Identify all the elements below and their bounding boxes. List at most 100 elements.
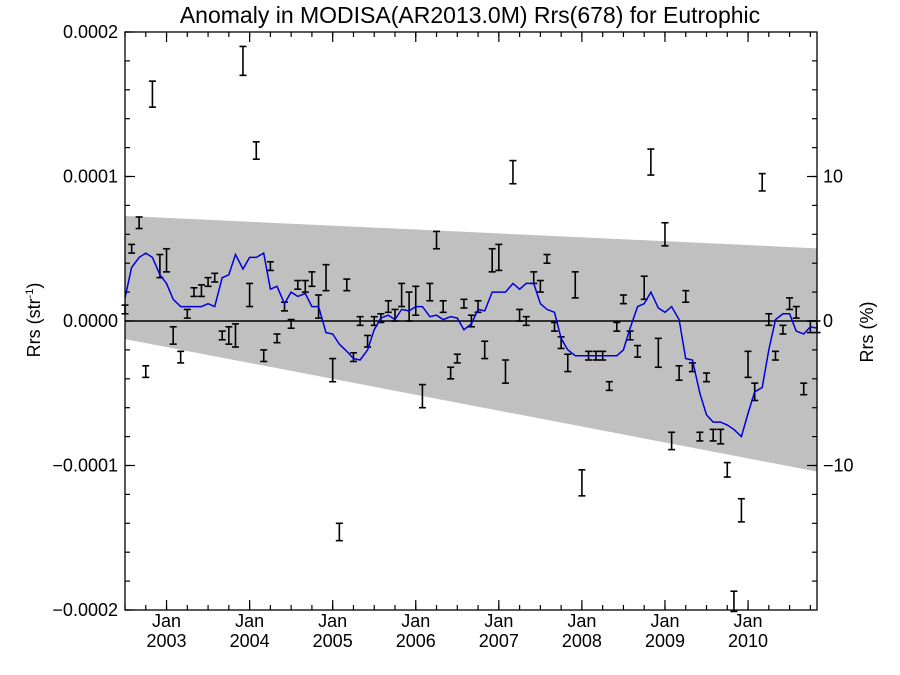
- error-bar: [287, 318, 295, 330]
- error-bar: [426, 282, 434, 302]
- anomaly-error-bars: [121, 45, 821, 613]
- error-bar: [148, 80, 156, 108]
- error-bar: [709, 428, 717, 442]
- error-bar: [301, 279, 309, 293]
- error-bar: [675, 364, 683, 382]
- error-bar: [723, 461, 731, 478]
- error-bar: [177, 350, 185, 364]
- smoothed-anomaly-line: [124, 251, 818, 439]
- error-bar: [439, 299, 447, 314]
- error-bar: [343, 278, 351, 292]
- error-bar: [647, 148, 655, 176]
- error-bar: [183, 308, 191, 319]
- error-bar: [717, 428, 725, 445]
- y-tick-label-right: 10: [823, 167, 843, 187]
- error-bar: [308, 271, 316, 288]
- error-bar: [481, 340, 489, 360]
- error-bar: [447, 366, 455, 380]
- error-bar: [356, 315, 364, 327]
- error-bar: [654, 337, 662, 369]
- axis-ticks: 0.0002 0.0001 0.0000 −0.0001 −0.0002 10 0 −10 Ja…: [52, 22, 853, 651]
- x-tick-label-month: Jan: [152, 611, 181, 631]
- error-bar: [163, 247, 171, 273]
- y-tick-label-left: −0.0002: [52, 600, 118, 620]
- error-bar: [696, 431, 704, 442]
- error-bar: [231, 323, 239, 348]
- error-bar: [294, 279, 302, 291]
- error-bar: [266, 260, 274, 272]
- error-bar: [225, 325, 233, 345]
- y-axis-label-right: Rrs (%): [857, 302, 877, 363]
- error-bar: [252, 141, 260, 160]
- error-bar: [792, 305, 800, 319]
- y-axis-label-left: Rrs (str-1): [24, 283, 44, 358]
- chart-title: Anomaly in MODISA(AR2013.0M) Rrs(678) fo…: [180, 2, 760, 28]
- error-bar: [730, 590, 738, 613]
- y-tick-label-left: 0.0001: [63, 167, 118, 187]
- y-tick-label-right: −10: [823, 456, 854, 476]
- error-bar: [135, 216, 143, 230]
- x-tick-label-year: 2003: [147, 631, 187, 651]
- error-bar: [169, 325, 177, 345]
- x-tick-label-year: 2007: [479, 631, 519, 651]
- x-tick-label-year: 2008: [562, 631, 602, 651]
- error-bar: [211, 272, 219, 283]
- y-tick-label-left: 0.0002: [63, 22, 118, 42]
- error-bar: [682, 289, 690, 304]
- x-tick-label-year: 2005: [313, 631, 353, 651]
- y-axis-label-left-tail: ): [24, 283, 44, 289]
- x-tick-label-month: Jan: [235, 611, 264, 631]
- error-bar: [536, 279, 544, 293]
- error-bar: [578, 469, 586, 497]
- error-bar: [322, 263, 330, 292]
- error-bar: [619, 294, 627, 305]
- error-bar: [453, 353, 461, 364]
- error-bar: [516, 308, 524, 322]
- error-bar: [349, 351, 357, 363]
- x-tick-label-year: 2009: [645, 631, 685, 651]
- error-bar: [800, 382, 808, 396]
- error-bar: [335, 522, 343, 542]
- error-bar: [522, 315, 530, 327]
- error-bar: [626, 330, 634, 341]
- x-tick-label-year: 2004: [230, 631, 270, 651]
- error-bar: [613, 321, 621, 332]
- x-tick-label-month: Jan: [567, 611, 596, 631]
- error-bar: [398, 282, 406, 308]
- error-bar: [779, 324, 787, 335]
- y-tick-label-right: 0: [823, 311, 833, 331]
- error-bar: [329, 357, 337, 383]
- error-bar: [509, 159, 517, 185]
- error-bar: [412, 285, 420, 317]
- error-bar: [467, 314, 475, 328]
- x-tick-label-month: Jan: [734, 611, 763, 631]
- error-bar: [197, 284, 205, 298]
- error-bar: [364, 334, 372, 348]
- error-bar: [142, 364, 150, 379]
- error-bar: [758, 172, 766, 192]
- y-tick-label-left: −0.0001: [52, 456, 118, 476]
- x-tick-label-month: Jan: [650, 611, 679, 631]
- x-tick-label-year: 2010: [728, 631, 768, 651]
- error-bar: [405, 291, 413, 322]
- error-bar: [204, 276, 212, 288]
- error-bar: [744, 350, 752, 379]
- error-bar: [703, 372, 711, 383]
- error-bar: [771, 350, 779, 361]
- error-bar: [661, 221, 669, 247]
- error-bar: [495, 243, 503, 272]
- error-bar: [190, 286, 198, 298]
- error-bar: [260, 349, 268, 363]
- error-bar: [246, 282, 254, 308]
- error-bar: [128, 243, 136, 254]
- x-tick-label-month: Jan: [318, 611, 347, 631]
- error-bar: [239, 45, 247, 77]
- y-axis-label-left-sup: -1: [24, 289, 36, 299]
- error-bar: [605, 380, 613, 392]
- y-tick-label-left: 0.0000: [63, 311, 118, 331]
- error-bar: [273, 333, 281, 344]
- error-bar: [737, 497, 745, 523]
- x-tick-label-year: 2006: [396, 631, 436, 651]
- error-bar: [218, 330, 226, 341]
